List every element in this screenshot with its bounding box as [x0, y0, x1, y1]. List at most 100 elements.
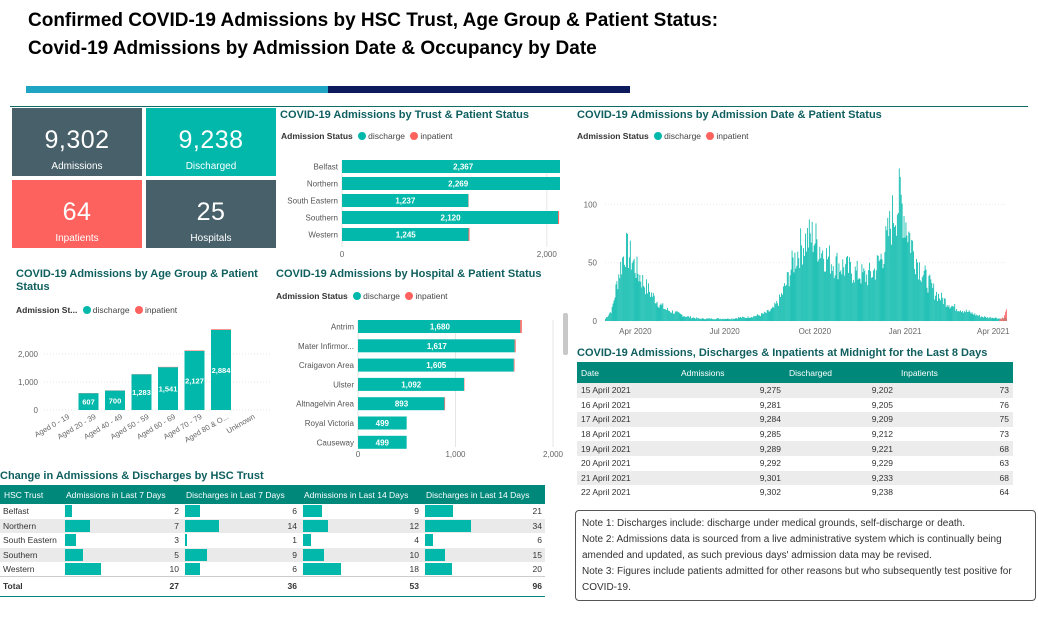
table-row[interactable]: Southern 5 9 10 15 — [0, 547, 545, 562]
day-bar-discharge[interactable] — [964, 312, 966, 321]
day-bar-discharge[interactable] — [829, 273, 831, 321]
day-bar-discharge[interactable] — [750, 317, 752, 321]
table-row[interactable]: Belfast 2 6 9 21 — [0, 504, 545, 519]
day-bar-discharge[interactable] — [722, 318, 724, 321]
day-bar-discharge[interactable] — [876, 255, 878, 321]
day-bar-discharge[interactable] — [783, 286, 784, 321]
day-bar-discharge[interactable] — [844, 275, 846, 321]
day-bar-discharge[interactable] — [946, 304, 948, 321]
day-bar-discharge[interactable] — [784, 285, 786, 321]
bar-discharge[interactable] — [358, 320, 521, 333]
day-bar-discharge[interactable] — [994, 317, 996, 321]
day-bar-discharge[interactable] — [787, 272, 789, 321]
day-bar-discharge[interactable] — [798, 257, 800, 321]
day-bar-discharge[interactable] — [955, 310, 957, 321]
day-bar-discharge[interactable] — [729, 319, 731, 321]
day-bar-inpatient[interactable] — [999, 319, 1001, 321]
day-bar-discharge[interactable] — [861, 264, 863, 321]
day-bar-discharge[interactable] — [739, 317, 740, 321]
day-bar-discharge[interactable] — [707, 318, 709, 321]
day-bar-discharge[interactable] — [902, 237, 904, 321]
day-bar-discharge[interactable] — [925, 269, 927, 321]
day-bar-discharge[interactable] — [694, 317, 695, 321]
day-bar-discharge[interactable] — [663, 308, 665, 321]
day-bar-discharge[interactable] — [999, 318, 1001, 321]
day-bar-discharge[interactable] — [610, 313, 612, 321]
day-bar-discharge[interactable] — [627, 233, 628, 321]
day-bar-discharge[interactable] — [956, 309, 958, 321]
day-bar-discharge[interactable] — [680, 314, 682, 321]
table-row[interactable]: 16 April 2021 9,281 9,205 76 — [577, 397, 1013, 413]
day-bar-discharge[interactable] — [623, 256, 624, 321]
trust-header-adm14[interactable]: Admissions in Last 14 Days — [300, 485, 422, 504]
day-bar-discharge[interactable] — [608, 313, 610, 321]
day-bar-discharge[interactable] — [647, 293, 648, 321]
day-bar-discharge[interactable] — [838, 263, 840, 321]
day-bar-discharge[interactable] — [900, 194, 902, 321]
day-bar-discharge[interactable] — [614, 297, 616, 321]
bar-discharge[interactable] — [211, 329, 231, 410]
day-bar-discharge[interactable] — [942, 303, 944, 321]
day-bar-discharge[interactable] — [984, 316, 985, 321]
table-row[interactable]: 15 April 2021 9,275 9,202 73 — [577, 383, 1013, 398]
day-bar-discharge[interactable] — [726, 318, 728, 321]
day-bar-discharge[interactable] — [911, 239, 913, 321]
day-bar-discharge[interactable] — [982, 316, 983, 321]
day-bar-discharge[interactable] — [714, 319, 715, 321]
day-bar-discharge[interactable] — [624, 264, 625, 321]
day-bar-discharge[interactable] — [725, 319, 727, 321]
day-bar-discharge[interactable] — [658, 307, 660, 321]
day-bar-discharge[interactable] — [974, 313, 976, 321]
day-bar-discharge[interactable] — [869, 262, 870, 321]
day-bar-discharge[interactable] — [628, 257, 630, 321]
day-bar-discharge[interactable] — [814, 243, 816, 321]
day-bar-discharge[interactable] — [735, 318, 736, 321]
day-bar-discharge[interactable] — [731, 318, 733, 321]
day-bar-discharge[interactable] — [736, 318, 737, 321]
day-bar-discharge[interactable] — [611, 306, 613, 321]
day-bar-discharge[interactable] — [677, 311, 679, 321]
day-bar-discharge[interactable] — [857, 279, 859, 321]
day-bar-discharge[interactable] — [668, 310, 669, 321]
day-bar-discharge[interactable] — [922, 275, 924, 321]
day-bar-discharge[interactable] — [717, 318, 719, 321]
day-bar-discharge[interactable] — [847, 255, 848, 321]
day-bar-discharge[interactable] — [777, 303, 779, 321]
day-bar-discharge[interactable] — [692, 317, 693, 321]
day-bar-inpatient[interactable] — [1006, 309, 1007, 321]
day-bar-discharge[interactable] — [836, 252, 838, 321]
day-bar-discharge[interactable] — [813, 245, 815, 321]
day-bar-discharge[interactable] — [615, 284, 617, 321]
day-bar-discharge[interactable] — [875, 270, 877, 321]
day-bar-discharge[interactable] — [864, 270, 866, 321]
bar-inpatient[interactable] — [520, 320, 522, 333]
day-bar-discharge[interactable] — [688, 316, 690, 321]
day-bar-discharge[interactable] — [749, 317, 751, 321]
day-bar-discharge[interactable] — [889, 211, 891, 321]
day-bar-discharge[interactable] — [984, 316, 986, 321]
day-bar-discharge[interactable] — [874, 279, 876, 321]
day-bar-discharge[interactable] — [764, 312, 766, 321]
day-bar-discharge[interactable] — [689, 317, 691, 321]
day-bar-discharge[interactable] — [649, 296, 651, 321]
day-bar-discharge[interactable] — [842, 259, 844, 321]
hospital-chart-scrollbar[interactable] — [563, 313, 568, 355]
day-bar-discharge[interactable] — [962, 312, 964, 321]
day-bar-discharge[interactable] — [770, 309, 772, 321]
day-bar-discharge[interactable] — [800, 228, 802, 321]
bar-discharge[interactable] — [358, 435, 407, 449]
day-bar-discharge[interactable] — [967, 311, 969, 321]
day-bar-discharge[interactable] — [822, 250, 824, 321]
day-bar-discharge[interactable] — [944, 298, 946, 321]
day-bar-discharge[interactable] — [938, 293, 939, 321]
day-bar-discharge[interactable] — [719, 318, 721, 321]
day-bar-discharge[interactable] — [893, 223, 894, 321]
day-bar-discharge[interactable] — [702, 318, 704, 321]
day-bar-discharge[interactable] — [816, 239, 818, 321]
day-bar-discharge[interactable] — [987, 318, 989, 321]
day-bar-discharge[interactable] — [780, 296, 781, 321]
day-bar-discharge[interactable] — [890, 228, 892, 321]
day-bar-discharge[interactable] — [808, 219, 810, 321]
day-bar-discharge[interactable] — [632, 260, 634, 321]
day-bar-discharge[interactable] — [966, 311, 968, 321]
